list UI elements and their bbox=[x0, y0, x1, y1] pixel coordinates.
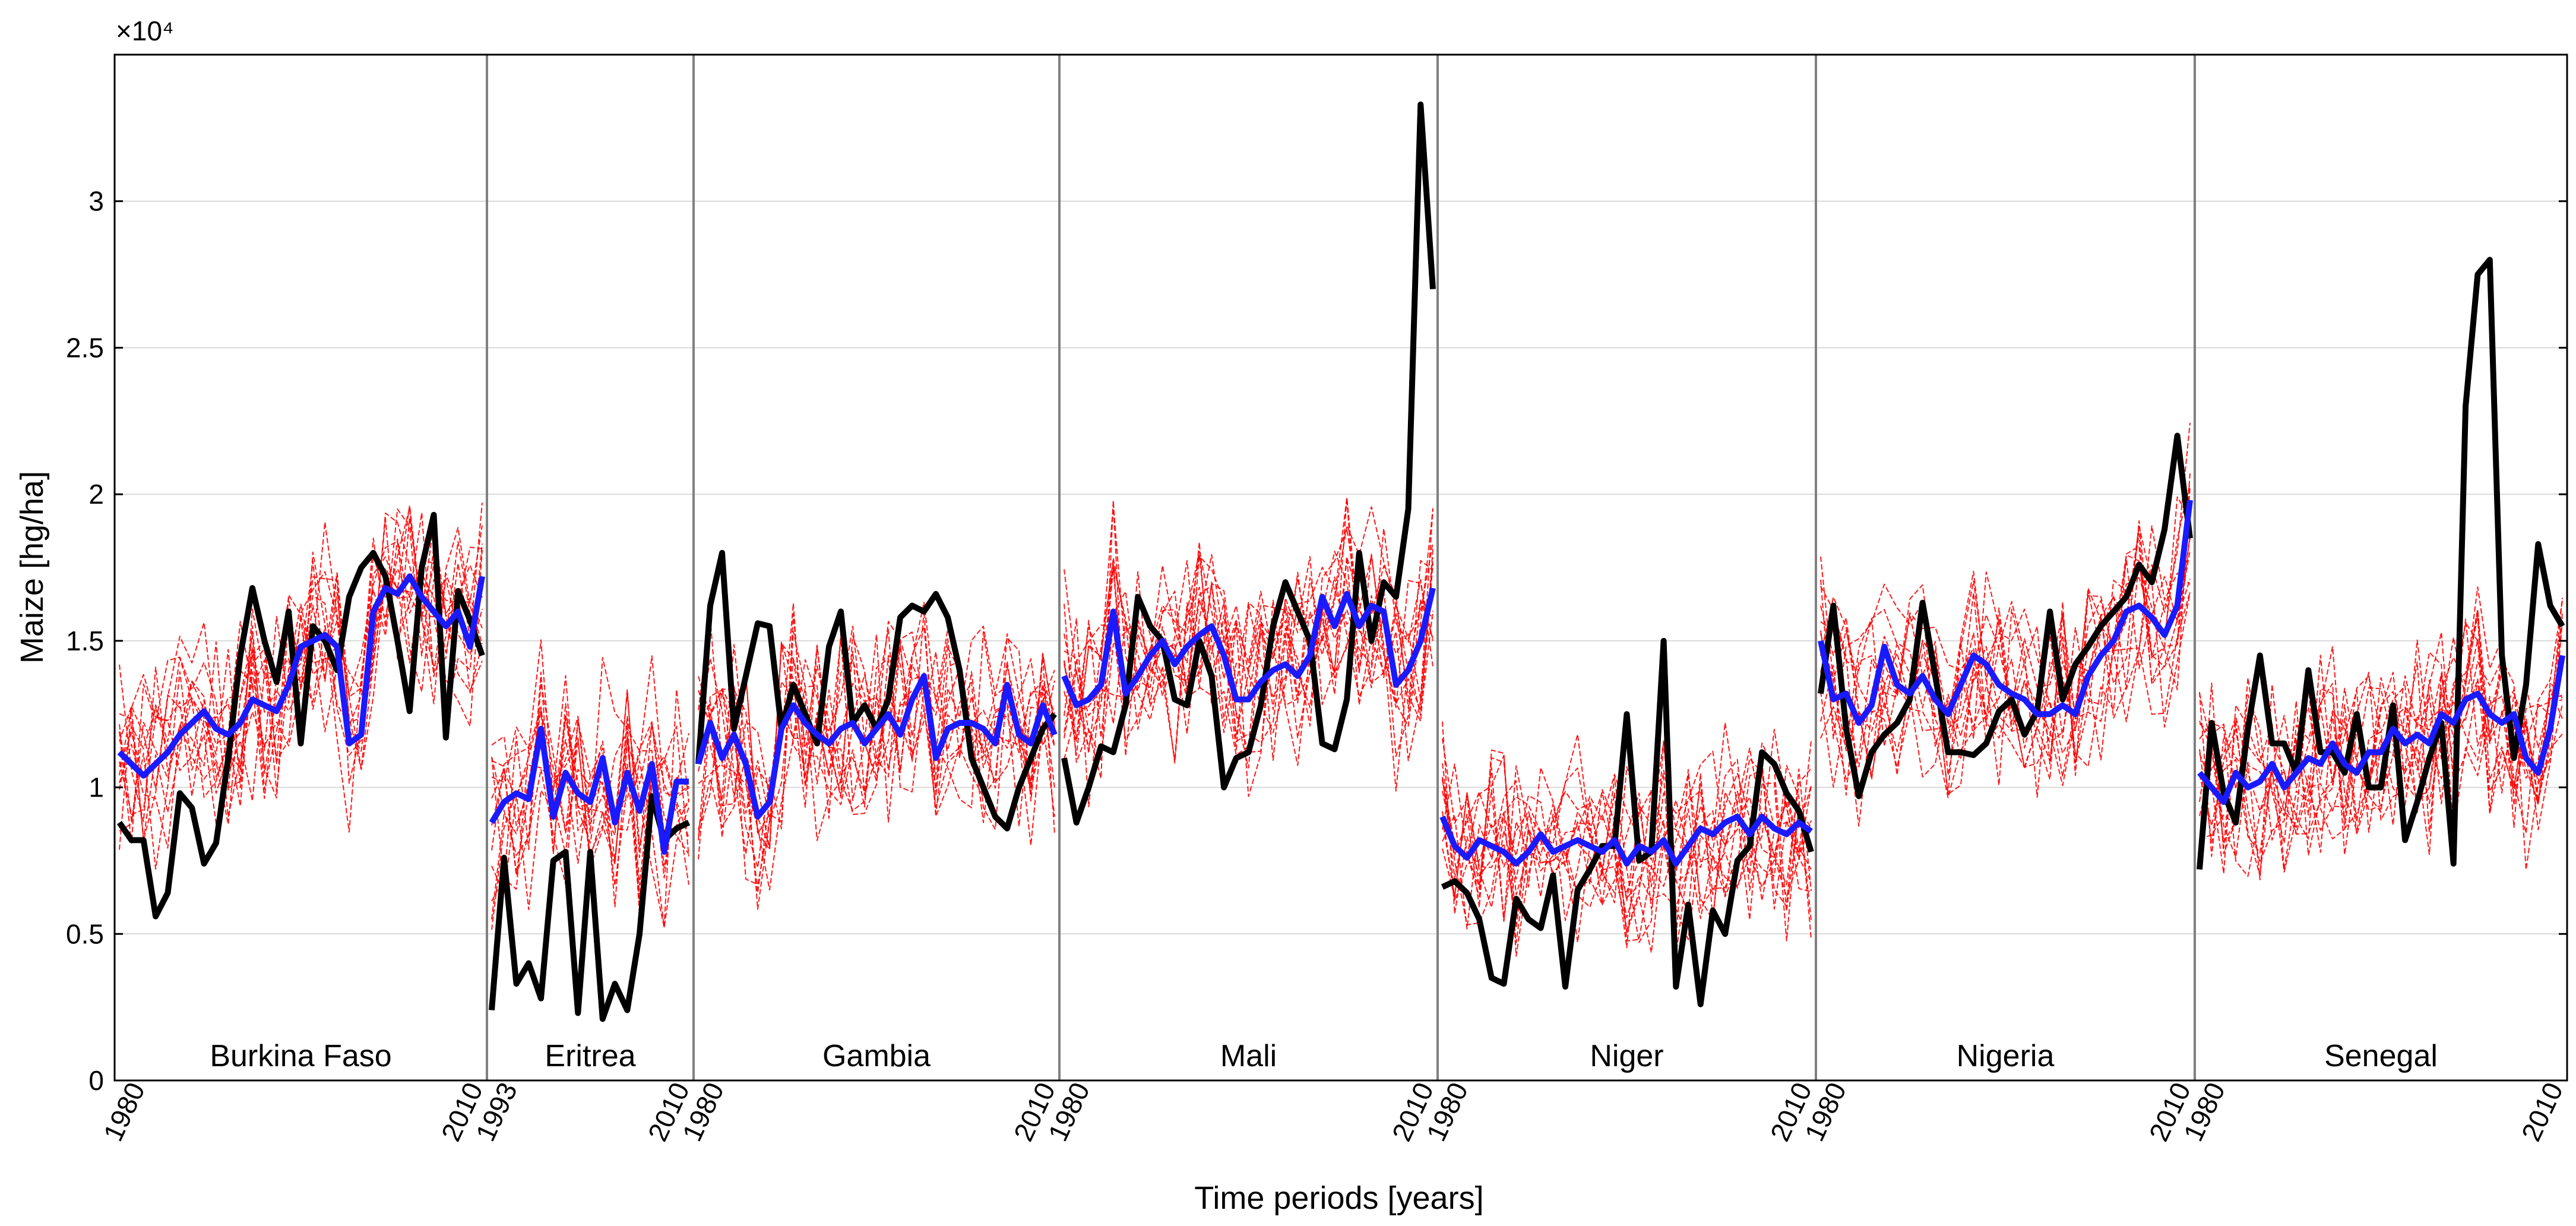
country-label: Burkina Faso bbox=[210, 1039, 391, 1073]
mean-line-3 bbox=[1061, 587, 1436, 709]
mean-line-0 bbox=[117, 573, 485, 779]
mean-line-6 bbox=[2197, 655, 2565, 805]
ensemble-member-line bbox=[1064, 506, 1433, 754]
ensemble-member-line bbox=[1064, 528, 1433, 792]
y-tick-label: 2.5 bbox=[66, 332, 104, 363]
ensemble-member-line bbox=[1064, 583, 1433, 757]
country-label: Niger bbox=[1590, 1039, 1663, 1073]
mean-line-5 bbox=[1818, 500, 2193, 726]
ensemble-member-line bbox=[491, 691, 689, 874]
ensemble-member-line bbox=[1820, 525, 2191, 767]
country-label: Mali bbox=[1220, 1039, 1277, 1073]
ensemble-member-line bbox=[2199, 613, 2563, 877]
mean-line-1 bbox=[489, 725, 689, 855]
ensemble-member-line bbox=[1442, 721, 1812, 944]
ensemble-member-line bbox=[1820, 534, 2191, 793]
ensemble-member-line bbox=[1820, 496, 2191, 827]
observed-line-6 bbox=[2197, 257, 2565, 870]
ensemble-member-line bbox=[698, 609, 1055, 816]
ensemble-member-line bbox=[1820, 533, 2191, 781]
observed-line-5 bbox=[1818, 432, 2193, 800]
observed-line-4 bbox=[1441, 637, 1814, 1007]
ensemble-member-line bbox=[491, 724, 689, 908]
plot-area-frame bbox=[113, 53, 2568, 1082]
observed-line-0 bbox=[116, 511, 485, 919]
ensemble-member-line bbox=[2199, 672, 2563, 853]
ensemble-member-line bbox=[119, 525, 483, 823]
y-tick-label: 1 bbox=[88, 772, 104, 803]
ensemble-member-line bbox=[2199, 617, 2563, 855]
ensemble-member-line bbox=[1442, 765, 1812, 953]
ensemble-member-line bbox=[119, 512, 483, 825]
ensemble-member-line bbox=[1820, 486, 2191, 798]
ensemble-member-line bbox=[1442, 722, 1812, 956]
ensemble-member-line bbox=[698, 635, 1055, 820]
mean-line-4 bbox=[1439, 813, 1813, 867]
y-axis: 0 0.5 1 1.5 2 2.5 3 bbox=[66, 186, 2567, 1096]
ensemble-member-line bbox=[1820, 560, 2191, 786]
country-label: Eritrea bbox=[545, 1039, 635, 1073]
y-tick-label: 3 bbox=[88, 186, 104, 217]
ensemble-member-line bbox=[698, 602, 1055, 868]
y-axis-title: Maize [hg/ha] bbox=[14, 471, 50, 663]
y-tick-label: 0 bbox=[88, 1065, 104, 1096]
ensemble-member-line bbox=[491, 675, 689, 858]
ensemble-member-line bbox=[1064, 509, 1433, 797]
observed-line-3 bbox=[1061, 101, 1436, 826]
x-axis-title: Time periods [years] bbox=[1194, 1180, 1483, 1216]
y-tick-label: 2 bbox=[88, 479, 104, 510]
ensemble-member-line bbox=[2199, 609, 2563, 855]
ensemble-member-line bbox=[119, 512, 483, 840]
ensemble-member-line bbox=[1442, 740, 1812, 943]
ensemble-member-line bbox=[698, 628, 1055, 849]
country-label: Senegal bbox=[2324, 1039, 2438, 1073]
ensemble-member-line bbox=[1820, 550, 2191, 780]
y-tick-label: 1.5 bbox=[66, 625, 104, 656]
ensemble-member-line bbox=[698, 625, 1055, 855]
ensemble-member-line bbox=[1442, 769, 1812, 941]
country-label: Gambia bbox=[822, 1039, 931, 1073]
y-tick-label: 0.5 bbox=[66, 918, 104, 949]
ensemble-member-line bbox=[491, 709, 689, 855]
ensemble-member-line bbox=[1442, 734, 1812, 957]
ensemble-member-line bbox=[1820, 422, 2191, 778]
gridlines bbox=[115, 200, 2567, 935]
series-lines bbox=[116, 101, 2565, 1022]
ensemble-member-line bbox=[698, 617, 1055, 891]
mean-line-2 bbox=[695, 673, 1058, 820]
ensemble-member-line bbox=[698, 631, 1055, 848]
y-scale-label: ×10⁴ bbox=[116, 15, 174, 46]
ensemble-member-line bbox=[698, 645, 1055, 894]
ensemble-member-line bbox=[1442, 741, 1812, 921]
panel-dividers bbox=[486, 55, 2196, 1080]
country-label: Nigeria bbox=[1957, 1039, 2055, 1073]
ensemble-member-line bbox=[1442, 729, 1812, 902]
ensemble-member-line bbox=[1064, 504, 1433, 764]
ensemble-member-line bbox=[1820, 556, 2191, 781]
